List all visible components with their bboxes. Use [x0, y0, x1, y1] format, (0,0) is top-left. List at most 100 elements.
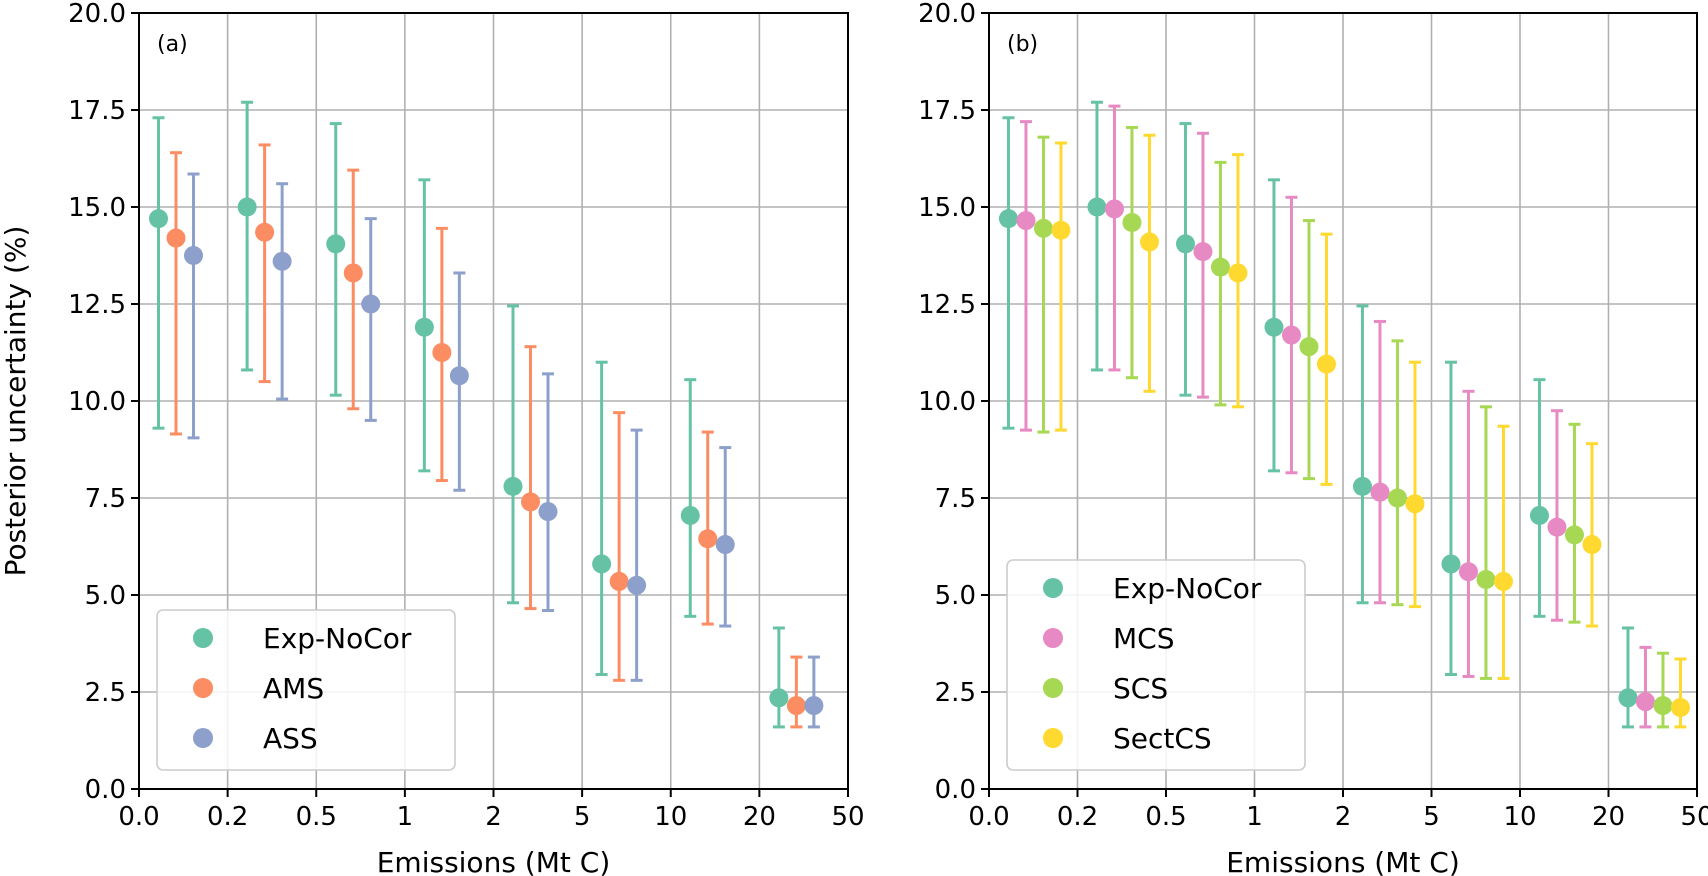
chart-panel-1: 0.0 2.5 5.0 7.5 10.0 12.5 15.0 17.5 20.0 0.0 0.2 0.… — [918, 0, 1708, 876]
series-MCS — [1016, 104, 1655, 729]
legend-label: SCS — [1113, 672, 1168, 705]
data-point — [343, 263, 363, 283]
data-point — [1193, 242, 1213, 262]
data-point — [361, 294, 381, 314]
data-point — [1264, 317, 1284, 337]
y-tick-label: 10.0 — [68, 387, 126, 417]
series-ASS — [183, 172, 824, 729]
y-tick-label: 5.0 — [85, 581, 126, 611]
data-point — [1582, 535, 1602, 555]
x-tick-label: 20 — [1592, 802, 1625, 832]
data-point — [1051, 220, 1071, 240]
data-point — [1441, 554, 1461, 574]
data-point — [609, 571, 629, 591]
data-point — [1228, 263, 1248, 283]
x-tick-label: 50 — [1680, 802, 1708, 832]
data-point — [804, 696, 824, 716]
data-point — [1104, 199, 1124, 219]
data-point — [432, 343, 452, 362]
data-point — [1122, 213, 1142, 233]
legend-label: MCS — [1113, 622, 1174, 655]
data-point — [326, 234, 346, 254]
legend-marker — [193, 728, 213, 748]
panel-label: (a) — [157, 32, 188, 57]
y-tick-label: 12.5 — [918, 290, 976, 320]
data-point — [538, 502, 558, 522]
data-point — [503, 476, 523, 496]
y-tick-label: 0.0 — [85, 775, 126, 805]
data-point — [255, 222, 275, 242]
x-tick-label: 0.5 — [1145, 802, 1186, 832]
legend-marker — [193, 678, 213, 698]
data-point — [1547, 517, 1567, 537]
data-point — [449, 366, 469, 386]
data-point — [1016, 211, 1036, 231]
legend: Exp-NoCor AMS ASS — [156, 609, 456, 771]
legend-label: Exp-NoCor — [263, 622, 412, 655]
data-point — [715, 535, 735, 555]
data-point — [1476, 569, 1496, 589]
data-point — [1175, 234, 1195, 254]
x-tick-label: 10 — [654, 802, 687, 832]
x-tick-label: 2 — [1335, 802, 1352, 832]
data-point — [680, 505, 700, 525]
data-point — [166, 228, 186, 248]
data-point — [1210, 257, 1230, 277]
chart-panel-0: 0.0 2.5 5.0 7.5 10.0 12.5 15.0 17.5 20.0 0.0 0.2 0.… — [0, 0, 865, 876]
data-point — [1618, 688, 1638, 708]
x-tick-label: 0.0 — [118, 802, 159, 832]
data-point — [1139, 232, 1159, 252]
x-tick-label: 1 — [1246, 802, 1263, 832]
legend-label: ASS — [263, 722, 318, 755]
data-point — [1458, 562, 1478, 582]
data-point — [237, 197, 257, 217]
x-tick-label: 5 — [574, 802, 591, 832]
series-Exp-NoCor — [998, 100, 1638, 729]
data-point — [627, 575, 647, 595]
x-tick-label: 10 — [1503, 802, 1536, 832]
y-tick-label: 15.0 — [68, 193, 126, 223]
y-tick-label: 0.0 — [935, 775, 976, 805]
data-point — [1653, 696, 1673, 716]
y-tick-label: 2.5 — [85, 678, 126, 708]
y-tick-label: 12.5 — [68, 290, 126, 320]
x-tick-label: 0.2 — [1057, 802, 1098, 832]
data-point — [1370, 482, 1390, 502]
data-point — [698, 529, 718, 549]
legend-marker — [193, 628, 213, 648]
data-point — [1087, 197, 1107, 217]
data-point — [1564, 525, 1584, 545]
x-tick-label: 2 — [485, 802, 502, 832]
legend-box — [1006, 559, 1306, 771]
y-tick-label: 7.5 — [935, 484, 976, 514]
series-AMS — [166, 143, 806, 729]
x-tick-label: 20 — [743, 802, 776, 832]
series-SCS — [1033, 125, 1673, 729]
x-tick-label: 0.0 — [968, 802, 1009, 832]
y-tick-label: 2.5 — [935, 678, 976, 708]
series-SectCS — [1051, 133, 1690, 729]
data-point — [414, 317, 434, 337]
series-Exp-NoCor — [148, 100, 789, 729]
data-point — [1033, 218, 1053, 238]
data-point — [1281, 325, 1301, 345]
y-tick-label: 7.5 — [85, 484, 126, 514]
data-point — [1352, 476, 1372, 496]
x-tick-label: 50 — [831, 802, 864, 832]
x-axis-label: Emissions (Mt C) — [1226, 846, 1460, 876]
data-point — [148, 209, 168, 229]
legend-marker — [1043, 728, 1063, 748]
data-point — [272, 251, 292, 271]
legend: Exp-NoCor MCS SCS SectCS — [1006, 559, 1306, 771]
x-axis-label: Emissions (Mt C) — [377, 846, 611, 876]
y-tick-label: 10.0 — [918, 387, 976, 417]
data-point — [1387, 488, 1407, 508]
data-point — [786, 696, 806, 716]
data-point — [592, 554, 612, 574]
legend-label: Exp-NoCor — [1113, 572, 1262, 605]
data-point — [183, 246, 203, 265]
y-tick-label: 15.0 — [918, 193, 976, 223]
y-tick-label: 20.0 — [918, 0, 976, 29]
data-point — [1316, 354, 1336, 374]
legend-box — [156, 609, 456, 771]
